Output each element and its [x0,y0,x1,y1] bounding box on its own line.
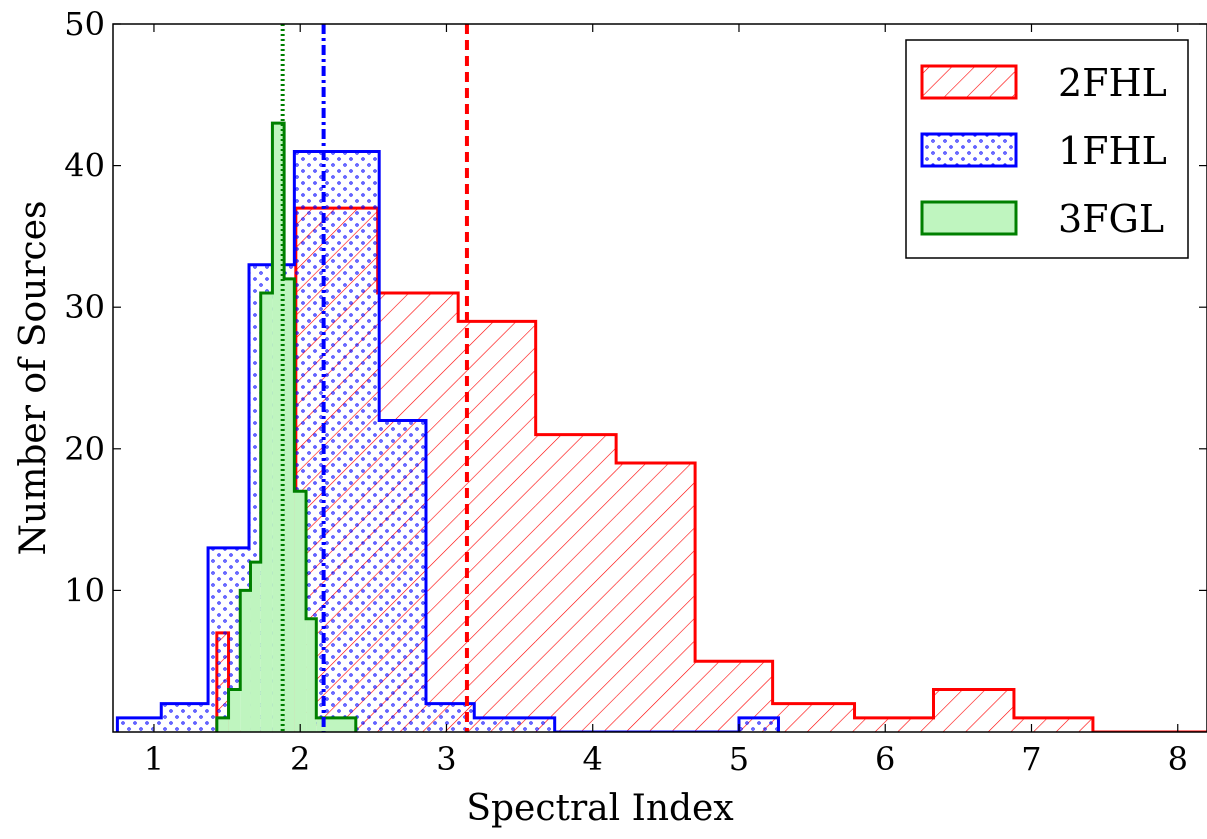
legend: 2FHL 1FHL 3FGL [905,39,1189,259]
bar-1fhl-7 [474,717,555,732]
axes: 1 2 3 4 5 6 7 8 10 20 30 40 50 Spectral Index Number o… [13,5,1207,829]
bar-3fgl-10 [327,717,356,732]
bar-2fhl-6 [535,434,617,732]
legend-swatch-1fhl [920,132,1018,168]
x-tick-label-8: 8 [1168,740,1188,778]
bar-2fhl-10 [854,717,934,732]
x-tick-label-2: 2 [290,740,310,778]
legend-label-2fhl: 2FHL [1058,61,1167,105]
bar-3fgl-4 [260,293,273,732]
bar-3fgl-5 [272,123,285,732]
series-3fgl [215,121,358,732]
y-tick-label-40: 40 [64,147,105,185]
bar-3fgl-8 [306,618,317,732]
y-axis-title: Number of Sources [13,201,54,556]
plot-frame [112,23,1207,733]
outline-1fhl [115,149,780,732]
bar-3fgl-7 [294,491,307,732]
bar-1fhl-9 [738,717,779,732]
bar-3fgl-1 [228,689,241,732]
legend-swatch-3fgl [920,200,1018,236]
x-tick-label-3: 3 [436,740,456,778]
bar-3fgl-6 [284,278,295,732]
bar-2fhl-7 [616,462,696,732]
y-tick-label-30: 30 [64,288,105,326]
y-tick-label-20: 20 [64,430,105,468]
bar-3fgl-0 [216,717,229,732]
x-tick-label-4: 4 [583,740,603,778]
y-tick-label-50: 50 [64,5,105,43]
x-tick-label-5: 5 [729,740,749,778]
bar-2fhl-11 [933,689,1014,732]
y-tick-label-10: 10 [64,571,105,609]
bar-2fhl-5 [458,321,536,732]
legend-label-1fhl: 1FHL [1058,129,1167,173]
outline-3fgl [215,121,358,732]
x-tick-label-6: 6 [875,740,895,778]
x-tick-label-1: 1 [144,740,164,778]
bar-3fgl-3 [250,562,261,732]
bar-2fhl-12 [1013,717,1093,732]
bar-2fhl-4 [443,293,459,732]
x-tick-label-7: 7 [1021,740,1041,778]
legend-swatch-2fhl [920,64,1018,100]
bar-1fhl-1 [161,703,209,732]
bar-1fhl-5 [379,420,426,732]
bar-3fgl-2 [240,590,251,732]
plot-area [115,24,1207,732]
bar-2fhl-9 [772,703,855,732]
x-axis-title: Spectral Index [466,788,733,829]
bar-1fhl-0 [117,717,162,732]
legend-label-3fgl: 3FGL [1058,197,1164,241]
